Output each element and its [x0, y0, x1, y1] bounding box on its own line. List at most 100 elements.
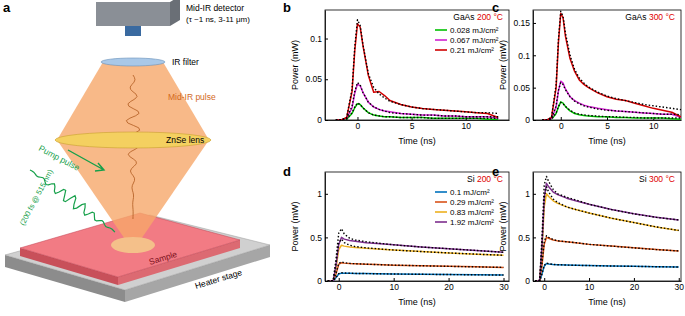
x-tick-label: 5 — [410, 121, 415, 131]
annotation-part: GaAs — [625, 12, 646, 22]
fit-line — [328, 262, 504, 281]
y-axis-line — [325, 11, 326, 121]
plot-lines — [328, 229, 504, 281]
y-tick-mark — [325, 237, 328, 238]
y-tick-label: 0 — [317, 115, 322, 125]
x-tick-label: 10 — [389, 282, 399, 292]
chart-panel: 051000.050.10.15Time (ns)Power (mW)cGaAs… — [492, 0, 682, 146]
plot-frame — [533, 172, 681, 281]
x-tick: 10 — [585, 278, 595, 292]
y-tick: 0.5 — [310, 233, 328, 243]
x-tick-mark — [589, 278, 590, 281]
x-tick-label: 0 — [559, 121, 564, 131]
diagram-label: ZnSe lens — [166, 135, 204, 145]
y-tick-mark — [533, 237, 536, 238]
fit-line — [535, 176, 679, 281]
y-tick: 0 — [525, 276, 536, 286]
data-line — [535, 264, 679, 281]
x-tick: 0 — [559, 117, 564, 131]
y-axis-line — [533, 11, 534, 121]
y-tick-label: 0.1 — [518, 51, 530, 61]
data-line — [535, 237, 679, 281]
y-tick-label: 1 — [525, 189, 530, 199]
y-tick: 0 — [525, 115, 536, 125]
y-axis: 0 0.05 0.1 0.15 — [513, 11, 536, 126]
panel-label: c — [492, 0, 499, 15]
legend-swatch — [435, 211, 447, 213]
x-tick-mark — [339, 278, 340, 281]
diagram-label: Sample — [148, 249, 179, 267]
plot-lines — [336, 20, 498, 120]
x-tick-mark — [679, 278, 680, 281]
x-tick-mark — [561, 117, 562, 120]
annotation: GaAs 300 °C — [625, 12, 675, 22]
y-tick: 0.1 — [518, 51, 536, 61]
annotation-part: GaAs — [453, 12, 474, 22]
pump-spot — [111, 237, 155, 253]
fit-line — [336, 20, 498, 120]
x-tick-label: 30 — [675, 282, 685, 292]
y-tick-label: 0.15 — [513, 18, 530, 28]
legend: 0.1 mJ/cm²0.29 mJ/cm²0.83 mJ/cm²1.92 mJ/… — [435, 188, 494, 227]
y-tick-mark — [533, 23, 536, 24]
x-tick-mark — [394, 278, 395, 281]
annotation-part: 300 °C — [647, 12, 675, 22]
y-tick: 1 — [525, 189, 536, 199]
data-line — [336, 24, 498, 120]
chart-panel: 051000.050.1Time (ns)Power (mW)bGaAs 200… — [283, 0, 510, 146]
fit-line — [328, 239, 504, 281]
annotation: Si 300 °C — [639, 174, 675, 184]
plot-lines — [542, 11, 681, 120]
x-tick-label: 0 — [356, 121, 361, 131]
x-tick: 10 — [649, 117, 659, 131]
legend-swatch — [435, 191, 447, 193]
y-tick-mark — [325, 194, 328, 195]
y-tick-mark — [325, 39, 328, 40]
y-tick-mark — [325, 79, 328, 80]
y-axis-title: Power (mW) — [498, 40, 508, 90]
diagram-label: a — [3, 0, 11, 15]
y-axis: 00.050.1 — [305, 11, 328, 126]
y-axis-line — [325, 173, 326, 282]
x-axis-title: Time (ns) — [588, 297, 626, 307]
data-line — [328, 273, 504, 281]
x-tick-mark — [357, 117, 358, 120]
diagram-label: Pump pulse — [37, 143, 82, 173]
y-tick: 1 — [317, 189, 328, 199]
x-tick-mark — [544, 278, 545, 281]
x-tick-label: 20 — [630, 282, 640, 292]
figure: aMid-IR detector(τ ~1 ns, 3-11 μm)IR fil… — [0, 0, 685, 316]
panel-label: d — [283, 164, 291, 179]
x-tick-mark — [449, 278, 450, 281]
legend-label: 0.067 mJ/cm² — [450, 36, 499, 45]
x-tick: 10 — [389, 278, 399, 292]
x-tick-label: 10 — [585, 282, 595, 292]
panel-label: e — [492, 164, 499, 179]
y-axis-title: Power (mW) — [290, 40, 300, 90]
fit-line — [542, 11, 681, 120]
y-tick-mark — [533, 194, 536, 195]
legend-label: 1.92 mJ/cm² — [450, 218, 494, 227]
x-axis: 0102030 — [326, 278, 510, 292]
legend-label: 0.83 mJ/cm² — [450, 208, 494, 217]
x-axis-title: Time (ns) — [398, 297, 436, 307]
diagram-label: Heater stage — [194, 267, 244, 291]
znse-lens — [55, 132, 211, 148]
y-axis-title: Power (mW) — [290, 202, 300, 252]
data-line — [328, 237, 504, 281]
y-tick: 0.05 — [513, 83, 536, 93]
x-tick: 5 — [605, 117, 610, 131]
data-line — [535, 183, 679, 281]
x-axis: 0 5 10 — [534, 117, 682, 131]
annotation-part: 300 °C — [647, 174, 675, 184]
x-axis-title: Time (ns) — [398, 136, 436, 146]
y-tick-label: 0 — [317, 276, 322, 286]
legend-label: 0.21 mJ/cm² — [450, 46, 494, 55]
y-tick-mark — [325, 120, 328, 121]
y-tick-mark — [533, 55, 536, 56]
legend-swatch — [435, 39, 447, 41]
fit-line — [328, 273, 504, 281]
legend-label: 0.1 mJ/cm² — [450, 188, 490, 197]
x-tick: 0 — [356, 117, 361, 131]
fit-line — [535, 187, 679, 281]
